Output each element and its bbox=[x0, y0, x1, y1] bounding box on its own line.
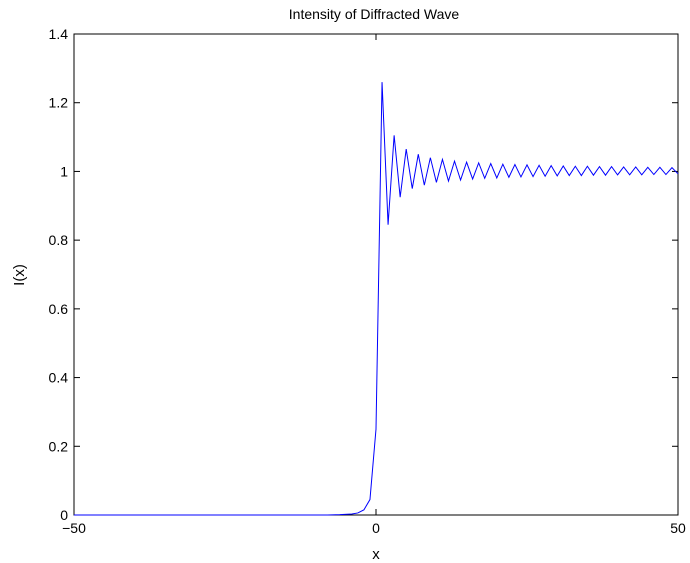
series-line-0 bbox=[74, 82, 679, 516]
y-tick-label: 0.8 bbox=[49, 232, 69, 248]
plot-area bbox=[73, 33, 679, 516]
y-tick-label: 1.4 bbox=[49, 26, 69, 42]
series-layer bbox=[74, 82, 679, 516]
x-tick-label: 50 bbox=[670, 520, 686, 536]
x-tick-label: 0 bbox=[372, 520, 380, 536]
y-tick-label: 1.2 bbox=[49, 95, 69, 111]
y-tick-label: 0 bbox=[60, 507, 68, 523]
y-tick-label: 0.4 bbox=[49, 370, 69, 386]
chart-title: Intensity of Diffracted Wave bbox=[289, 6, 460, 22]
y-tick-label: 1 bbox=[60, 163, 68, 179]
x-tick-label: −50 bbox=[62, 520, 86, 536]
y-axis-label: I(x) bbox=[11, 264, 28, 286]
x-axis-label: x bbox=[372, 546, 380, 563]
y-tick-label: 0.6 bbox=[49, 301, 69, 317]
y-tick-label: 0.2 bbox=[49, 438, 69, 454]
